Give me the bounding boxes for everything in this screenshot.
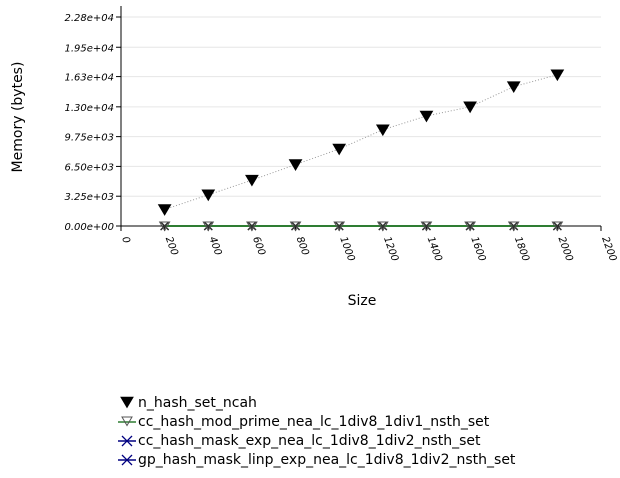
data-point <box>506 81 521 94</box>
legend-marker <box>121 416 133 426</box>
y-tick-label: 3.25e+03 <box>64 192 114 203</box>
x-tick-label: 400 <box>206 235 223 257</box>
y-tick-label: 1.95e+04 <box>64 43 114 54</box>
data-point <box>507 221 520 232</box>
legend-entry: n_hash_set_ncah <box>118 393 598 412</box>
data-point <box>247 221 257 231</box>
legend-swatch <box>120 396 134 408</box>
series-layer <box>157 69 565 232</box>
x-tick-label: 1400 <box>425 235 444 263</box>
x-marker-stroke <box>334 221 344 231</box>
y-tick-label: 1.63e+04 <box>64 73 114 84</box>
legend-swatch <box>118 416 136 426</box>
legend-entry: cc_hash_mask_exp_nea_lc_1div8_1div2_nsth… <box>118 431 598 450</box>
data-point <box>202 221 215 232</box>
data-point <box>201 189 216 202</box>
y-tick-labels: 0.00e+00 3.25e+03 6.50e+03 9.75e+03 1.30e+04… <box>64 13 114 233</box>
legend-swatch <box>118 454 136 465</box>
data-point <box>332 143 347 156</box>
x-tick-labels: 0 200 400 600 800 1000 1200 1400 1600 1800 2000 220… <box>119 235 618 263</box>
x-marker-stroke <box>378 221 388 231</box>
x-tick-label: 200 <box>163 235 180 257</box>
x-tick-label: 0 <box>119 235 132 245</box>
data-point <box>421 221 431 231</box>
legend-entry: gp_hash_mask_linp_exp_nea_lc_1div8_1div2… <box>118 450 598 469</box>
y-axis-label: Memory (bytes) <box>10 62 26 173</box>
x-tick-label: 2200 <box>599 235 618 263</box>
legend: n_hash_set_ncah cc_hash_mod_prime_nea_lc_… <box>118 393 598 469</box>
x-marker-stroke <box>247 221 257 231</box>
x-tick-label: 1000 <box>337 235 356 263</box>
y-tick-label: 1.30e+04 <box>64 103 114 114</box>
data-point <box>375 124 390 137</box>
y-tick-label: 6.50e+03 <box>64 162 114 173</box>
legend-entry: cc_hash_mod_prime_nea_lc_1div8_1div1_nst… <box>118 412 598 431</box>
data-point <box>289 221 302 232</box>
data-point <box>463 101 477 114</box>
data-point <box>288 159 303 171</box>
x-tick-label: 1800 <box>512 235 531 263</box>
legend-label: cc_hash_mod_prime_nea_lc_1div8_1div1_nst… <box>138 413 490 430</box>
x-marker-stroke <box>421 221 431 231</box>
x-axis-label: Size <box>348 293 377 309</box>
x-tick-label: 1600 <box>468 235 487 263</box>
data-point <box>378 221 388 231</box>
data-point <box>160 221 170 231</box>
legend-label: n_hash_set_ncah <box>138 394 257 411</box>
grid-lines <box>121 16 601 227</box>
x-marker-stroke <box>291 221 301 231</box>
x-marker-stroke <box>552 221 562 231</box>
legend-label: cc_hash_mask_exp_nea_lc_1div8_1div2_nsth… <box>138 432 481 449</box>
data-point <box>291 221 301 231</box>
x-tick-label: 800 <box>294 235 311 257</box>
legend-marker <box>121 454 133 465</box>
data-point <box>157 204 172 216</box>
data-point <box>509 221 519 231</box>
x-marker-stroke <box>465 221 475 231</box>
y-tick-label: 9.75e+03 <box>64 133 114 144</box>
series-line <box>164 74 558 210</box>
x-marker-stroke <box>203 221 213 231</box>
data-point <box>420 221 433 232</box>
data-point <box>376 221 389 232</box>
data-point <box>550 69 565 82</box>
x-marker-stroke <box>509 221 519 231</box>
x-marker-stroke <box>160 221 170 231</box>
data-point <box>552 221 562 231</box>
data-point <box>245 174 259 187</box>
legend-swatch <box>118 435 136 446</box>
data-point <box>465 221 475 231</box>
data-point <box>246 221 258 232</box>
data-point <box>419 110 434 123</box>
data-point <box>203 221 213 231</box>
legend-marker <box>120 396 134 408</box>
x-marker-stroke <box>121 454 133 465</box>
x-tick-label: 600 <box>250 235 267 257</box>
data-point <box>551 221 564 232</box>
x-tick-label: 2000 <box>556 235 575 263</box>
x-tick-label: 1200 <box>381 235 400 263</box>
legend-marker <box>121 435 133 446</box>
y-tick-label: 0.00e+00 <box>64 222 114 233</box>
data-point <box>334 221 344 231</box>
data-point <box>464 221 476 232</box>
data-point <box>333 221 346 232</box>
x-marker-stroke <box>121 435 133 446</box>
legend-label: gp_hash_mask_linp_exp_nea_lc_1div8_1div2… <box>138 451 516 468</box>
data-point <box>158 221 171 232</box>
axes <box>116 6 602 231</box>
y-tick-label: 2.28e+04 <box>64 13 114 24</box>
